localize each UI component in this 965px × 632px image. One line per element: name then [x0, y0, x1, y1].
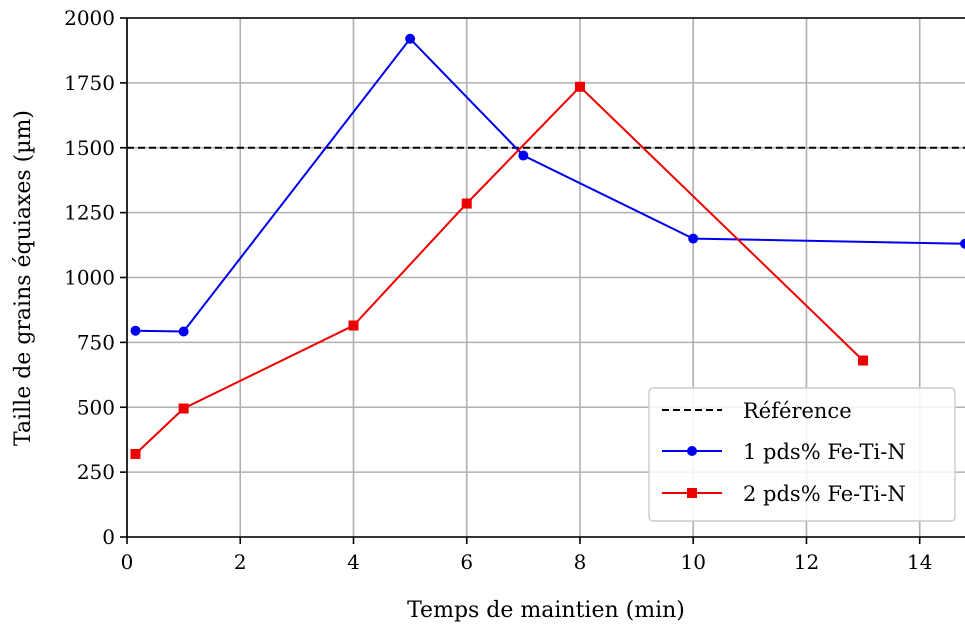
y-tick-label: 1000	[64, 266, 115, 290]
x-tick-label: 12	[794, 550, 819, 574]
x-tick-label: 8	[574, 550, 587, 574]
legend-series-1-marker	[687, 446, 697, 456]
series-2-point	[858, 355, 869, 366]
x-tick-label: 10	[680, 550, 705, 574]
x-tick-label: 14	[907, 550, 932, 574]
legend-entry-reference: Référence	[662, 399, 852, 423]
ticks-layer: 0 2 4 6 8 10 12 14 0 250 500 750 1000 1250 1500 1750 200…	[64, 6, 932, 574]
legend-series-2-marker	[687, 488, 697, 498]
series-2-point	[130, 448, 141, 459]
y-axis-label: Taille de grains équiaxes (µm)	[11, 110, 36, 446]
x-tick-label: 2	[234, 550, 247, 574]
series-1-point	[405, 33, 416, 44]
series-1-point	[178, 326, 189, 337]
legend-reference-label: Référence	[743, 399, 852, 423]
series-2-point	[574, 81, 585, 92]
y-tick-label: 750	[77, 330, 115, 354]
y-tick-label: 1750	[64, 71, 115, 95]
series-1-point	[688, 233, 699, 244]
legend-series-1-label: 1 pds% Fe-Ti-N	[743, 440, 906, 464]
series-layer	[130, 33, 965, 459]
y-tick-label: 0	[102, 525, 115, 549]
series-2-point	[348, 320, 359, 331]
y-tick-label: 1500	[64, 136, 115, 160]
x-tick-label: 0	[121, 550, 134, 574]
legend: Référence 1 pds% Fe-Ti-N 2 pds% Fe-Ti-N	[648, 387, 956, 522]
series-2-line	[134, 85, 864, 455]
y-tick-label: 500	[77, 395, 115, 419]
series-2-point	[178, 403, 189, 414]
legend-box	[648, 387, 956, 522]
series-1-point	[130, 325, 141, 336]
y-tick-label: 250	[77, 460, 115, 484]
x-tick-label: 6	[460, 550, 473, 574]
series-2-point	[461, 198, 472, 209]
legend-series-2-label: 2 pds% Fe-Ti-N	[743, 482, 906, 506]
x-tick-label: 4	[347, 550, 360, 574]
y-tick-label: 2000	[64, 6, 115, 30]
legend-entry-series-2: 2 pds% Fe-Ti-N	[662, 482, 906, 506]
series-1-point	[518, 150, 529, 161]
x-axis-label: Temps de maintien (min)	[407, 598, 685, 623]
series-1-point	[960, 238, 965, 249]
legend-entry-series-1: 1 pds% Fe-Ti-N	[662, 440, 906, 464]
y-tick-label: 1250	[64, 201, 115, 225]
